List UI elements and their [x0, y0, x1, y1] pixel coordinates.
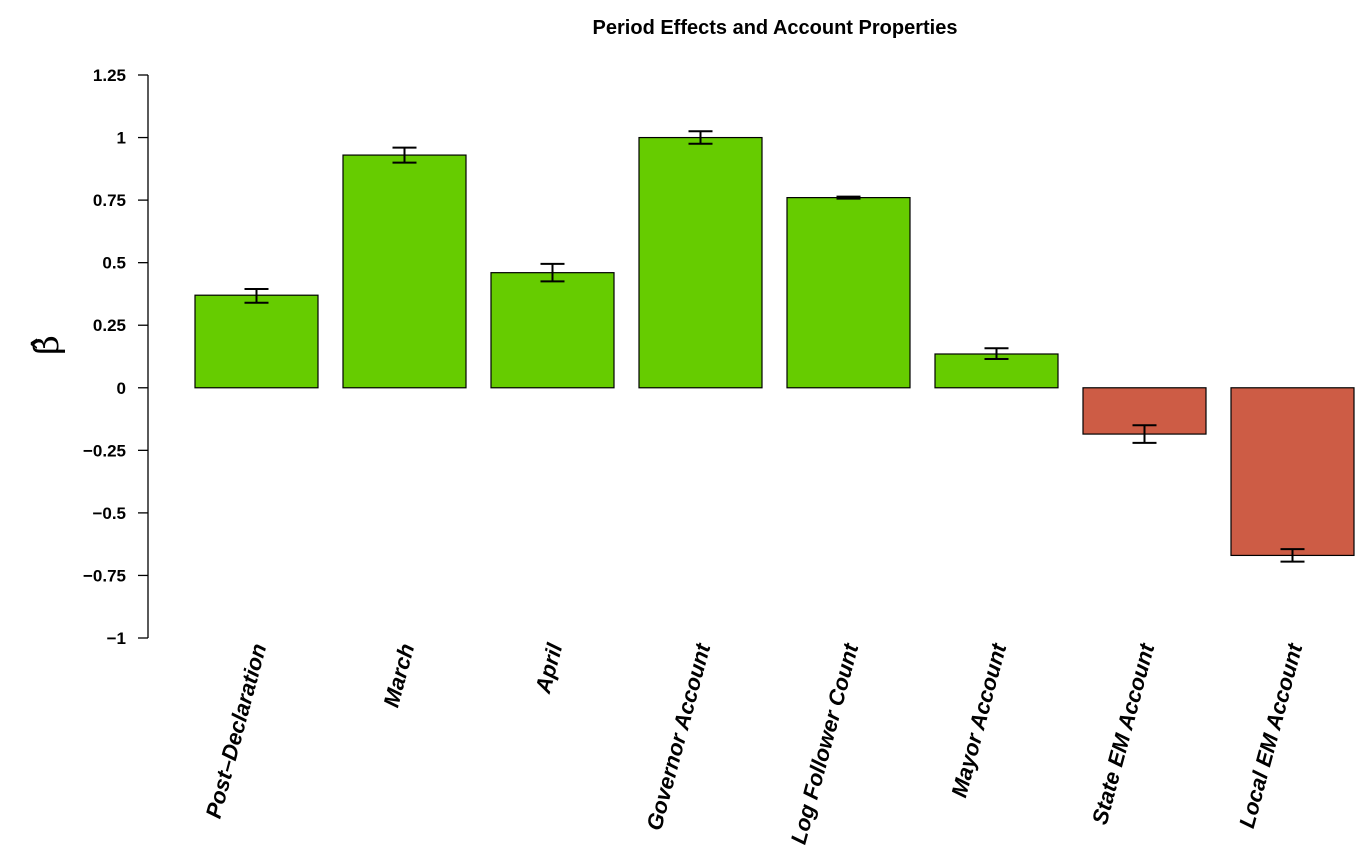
- x-category-label: State EM Account: [1087, 639, 1160, 827]
- bar: [1230, 387, 1355, 557]
- x-category-label: Mayor Account: [946, 639, 1011, 800]
- y-tick-label: 0.25: [93, 316, 126, 335]
- y-tick-label: 0.5: [102, 254, 126, 273]
- x-category-label: March: [378, 641, 419, 710]
- chart-title: Period Effects and Account Properties: [593, 17, 958, 39]
- bar: [342, 154, 467, 389]
- y-tick-label: −0.5: [92, 504, 126, 523]
- x-category-label: Log Follower Count: [786, 639, 864, 847]
- x-axis-labels: Post–Declaration March April Governor Accou…: [201, 639, 1308, 847]
- y-tick-label: −0.25: [83, 441, 126, 460]
- x-category-label: Post–Declaration: [201, 641, 272, 821]
- y-tick-label: −1: [107, 629, 126, 648]
- y-axis: 1.25 1 0.75 0.5 0.25 0 −0.25 −0.5 −0.75 −1: [83, 66, 149, 648]
- bar: [638, 136, 763, 389]
- x-category-label: Governor Account: [641, 639, 715, 833]
- y-tick-label: −0.75: [83, 566, 126, 585]
- bars-group: [194, 130, 1355, 563]
- bar: [490, 272, 615, 389]
- x-category-label: April: [530, 640, 568, 697]
- x-category-label: Local EM Account: [1234, 639, 1308, 830]
- y-tick-label: 0.75: [93, 191, 126, 210]
- y-axis-label: β̂: [27, 335, 67, 355]
- y-tick-label: 1.25: [93, 66, 126, 85]
- bar: [786, 197, 911, 389]
- bar: [194, 294, 319, 389]
- y-tick-label: 1: [117, 129, 126, 148]
- y-tick-label: 0: [117, 379, 126, 398]
